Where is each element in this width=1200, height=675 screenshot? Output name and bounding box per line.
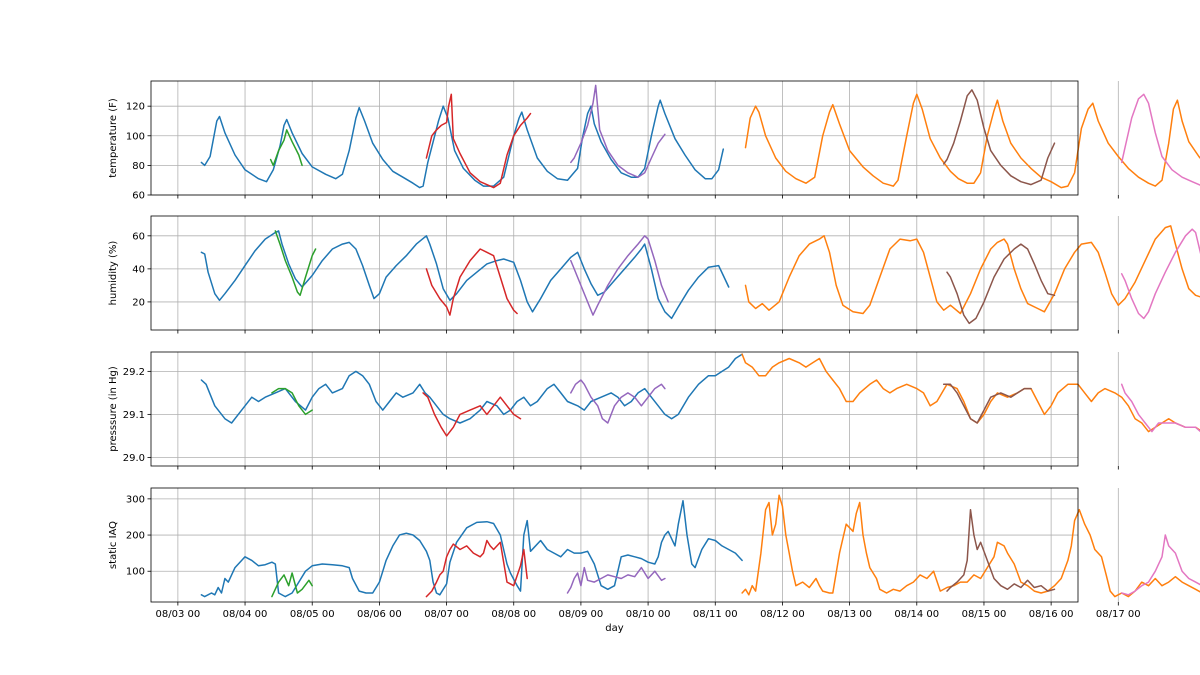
ylabel-humidity: humidity (%) bbox=[108, 241, 119, 306]
x-tick-label: 08/12 00 bbox=[760, 609, 805, 620]
y-tick-label: 200 bbox=[126, 531, 145, 542]
axes-frame-humidity bbox=[150, 215, 1079, 331]
series-line-green bbox=[274, 230, 317, 297]
series-line-blue bbox=[200, 353, 743, 424]
x-axis-label: day bbox=[605, 623, 623, 634]
series-line-red bbox=[425, 248, 518, 316]
y-tick-label: 60 bbox=[132, 231, 145, 242]
y-tick-label: 120 bbox=[126, 102, 145, 113]
series-line-green bbox=[271, 572, 313, 598]
series-pressure bbox=[200, 353, 1200, 437]
yticks-iaq: 100 200 300 bbox=[126, 494, 151, 578]
series-line-pink bbox=[1120, 383, 1200, 433]
x-tick-label: 08/15 00 bbox=[962, 609, 1007, 620]
series-line-orange bbox=[741, 494, 1200, 598]
series-line-orange bbox=[744, 93, 1200, 189]
series-line-pink bbox=[1120, 534, 1200, 596]
y-tick-label: 80 bbox=[132, 161, 145, 172]
series-line-green bbox=[271, 387, 313, 416]
series-line-red bbox=[425, 93, 532, 189]
series-line-brown bbox=[946, 508, 1056, 592]
y-tick-label: 100 bbox=[126, 567, 145, 578]
series-line-purple bbox=[570, 84, 666, 178]
yticks-pressure: 29.0 29.1 29.2 bbox=[123, 367, 151, 464]
panel-pressure: 29.0 29.1 29.2 presssure (in Hg) bbox=[108, 351, 1200, 470]
x-tick-label: 08/11 00 bbox=[693, 609, 738, 620]
series-line-purple bbox=[566, 566, 666, 594]
x-tick-label: 08/03 00 bbox=[156, 609, 201, 620]
series-humidity bbox=[200, 225, 1200, 325]
series-line-green bbox=[269, 129, 303, 167]
yticks-humidity: 20 40 60 bbox=[132, 231, 151, 308]
y-tick-label: 29.0 bbox=[123, 453, 145, 464]
ylabel-temperature: temperature (F) bbox=[108, 98, 119, 178]
y-tick-label: 20 bbox=[132, 297, 145, 308]
panel-temperature: 60 80 100 120 temperature (F) bbox=[108, 80, 1200, 202]
yticks-temperature: 60 80 100 120 bbox=[126, 102, 151, 202]
panel-humidity: 20 40 60 humidity (%) bbox=[108, 215, 1200, 334]
series-line-pink bbox=[1120, 228, 1200, 320]
series-line-brown bbox=[942, 383, 1032, 424]
series-line-purple bbox=[570, 235, 669, 316]
series-line-blue bbox=[200, 99, 725, 189]
series-temperature bbox=[200, 84, 1200, 189]
x-tick-label: 08/10 00 bbox=[626, 609, 671, 620]
series-line-purple bbox=[570, 379, 666, 424]
xticks-pressure bbox=[177, 466, 1119, 470]
y-tick-label: 29.1 bbox=[123, 410, 145, 421]
x-tick-label: 08/09 00 bbox=[559, 609, 604, 620]
y-tick-label: 29.2 bbox=[123, 367, 145, 378]
x-tick-label: 08/04 00 bbox=[223, 609, 268, 620]
x-tick-label: 08/14 00 bbox=[894, 609, 939, 620]
axes-frame-iaq bbox=[150, 487, 1079, 603]
x-tick-label: 08/06 00 bbox=[357, 609, 402, 620]
x-tick-label: 08/17 00 bbox=[1096, 609, 1141, 620]
series-line-orange bbox=[744, 225, 1200, 315]
grid-temperature bbox=[151, 81, 1119, 196]
series-line-pink bbox=[1120, 93, 1200, 186]
y-tick-label: 40 bbox=[132, 264, 145, 275]
y-tick-label: 60 bbox=[132, 191, 145, 202]
axes-frame-temperature bbox=[150, 80, 1079, 196]
series-line-red bbox=[422, 392, 522, 437]
x-tick-label: 08/05 00 bbox=[290, 609, 335, 620]
x-tick-label: 08/13 00 bbox=[827, 609, 872, 620]
y-tick-label: 300 bbox=[126, 494, 145, 505]
series-line-red bbox=[425, 539, 528, 598]
x-tick-label: 08/07 00 bbox=[424, 609, 469, 620]
ylabel-pressure: presssure (in Hg) bbox=[108, 366, 119, 452]
xticks-temperature bbox=[177, 195, 1119, 199]
axes-frame-pressure bbox=[150, 351, 1079, 467]
series-iaq bbox=[200, 494, 1200, 598]
x-tick-label: 08/08 00 bbox=[491, 609, 536, 620]
panel-iaq: 100 200 300 08/03 00 08/04 00 08/05 00 08/06 … bbox=[108, 487, 1200, 620]
series-line-brown bbox=[942, 89, 1056, 186]
xticks-iaq: 08/03 00 08/04 00 08/05 00 08/06 00 08/07 00… bbox=[156, 602, 1141, 620]
y-tick-label: 100 bbox=[126, 131, 145, 142]
ylabel-iaq: static IAQ bbox=[108, 521, 119, 569]
grid-humidity bbox=[151, 216, 1119, 330]
x-tick-label: 08/16 00 bbox=[1029, 609, 1074, 620]
series-line-brown bbox=[946, 243, 1056, 325]
xticks-humidity bbox=[177, 330, 1119, 334]
